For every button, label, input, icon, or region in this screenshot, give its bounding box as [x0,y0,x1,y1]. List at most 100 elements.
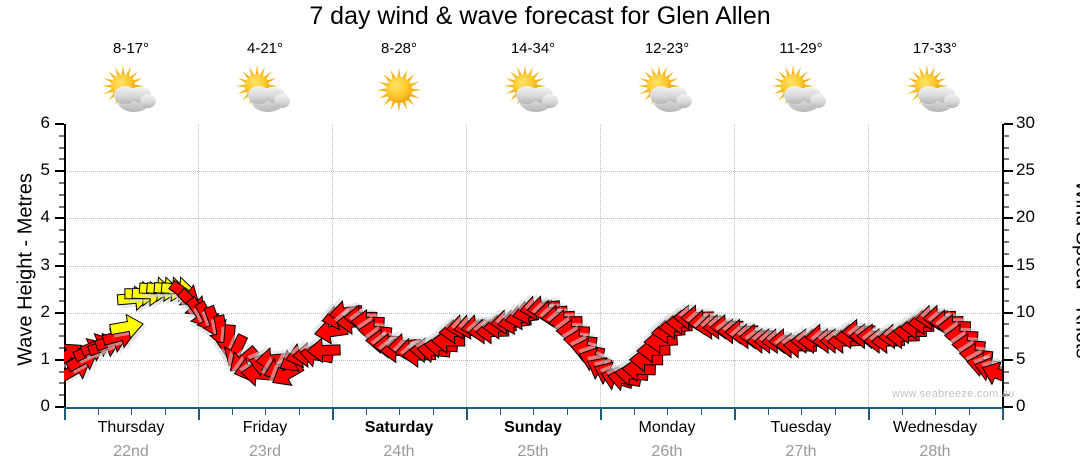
axis-tick [1004,406,1013,408]
axis-tick [55,217,64,220]
temperature-range-label: 17-33° [912,40,958,57]
axis-tick [59,205,64,208]
x-axis-tick [767,408,769,415]
temperature-range-label: 11-29° [779,40,823,57]
axis-tick [59,240,64,243]
axis-tick [59,146,64,149]
sun-behind-cloud-icon [734,64,868,116]
axis-tick [59,335,64,338]
day-date-label: 26th [651,443,683,460]
day-name-label: Friday [242,419,288,436]
temperature-range-label: 4-21° [246,40,284,57]
axis-tick [1004,181,1009,184]
axis-tick [55,264,64,267]
page-title: 7 day wind & wave forecast for Glen Alle… [309,2,771,30]
x-axis-tick [868,408,870,420]
axis-tick [1004,358,1013,361]
x-axis-tick [131,408,132,415]
axis-tick [1004,123,1013,125]
right-axis-tick-label: 30 [1016,113,1035,132]
axis-tick [1004,382,1009,385]
wind-arrow [981,357,1002,386]
sun-behind-cloud-icon [198,64,332,116]
x-axis-tick [64,408,66,420]
temperature-range-label: 8-28° [380,40,418,57]
wind-arrow [304,335,341,364]
axis-tick [1004,170,1013,173]
right-axis-tick-label: 15 [1016,254,1035,274]
axis-tick [1004,193,1009,196]
axis-tick [1004,347,1009,350]
x-axis-tick [700,408,702,415]
axis-tick [59,382,64,385]
day-date-label: 25th [517,443,549,460]
h-gridline [64,218,1002,220]
axis-tick [1004,240,1009,243]
watermark: www.seabreeze.com.au [892,388,1015,400]
sun-behind-cloud-icon [64,64,198,116]
axis-tick [1004,158,1009,161]
left-axis-tick-label: 1 [40,348,50,368]
day-date-label: 27th [785,443,817,460]
axis-tick [1004,276,1009,279]
right-axis-tick-label: 10 [1016,301,1035,321]
axis-tick [59,288,64,291]
x-axis-tick [600,408,602,420]
x-axis-tick [633,408,635,415]
day-divider-gridline [332,124,333,407]
axis-tick [59,158,64,161]
x-axis-tick [834,408,836,415]
x-axis-tick [432,408,434,415]
x-axis-tick [499,408,501,415]
day-column-friday: 4-21° [198,40,332,116]
axis-tick [55,311,64,314]
x-axis-tick [198,408,200,420]
right-axis-tick-label: 25 [1016,160,1035,180]
day-name-label: Monday [638,419,696,436]
left-axis-line [64,124,66,408]
x-axis-tick [935,408,936,415]
day-date-label: 22nd [113,443,149,460]
right-axis-tick-label: 0 [1016,396,1026,415]
x-axis-tick [265,408,266,415]
day-date-label: 28th [919,443,951,460]
axis-tick [1004,264,1013,267]
axis-tick [1004,229,1009,232]
h-gridline [64,171,1002,173]
axis-tick [1004,323,1009,326]
axis-tick [1004,311,1013,314]
day-column-saturday: 8-28° [332,40,466,116]
x-axis-tick [231,408,233,415]
x-axis-tick [97,408,99,415]
axis-tick [59,394,64,397]
axis-tick [59,229,64,232]
right-axis-tick-label: 5 [1016,348,1026,368]
x-axis-tick [968,408,970,415]
day-date-label: 23rd [248,443,282,460]
right-axis-line [1002,124,1004,408]
x-axis-tick [399,408,400,415]
temperature-range-label: 14-34° [510,40,556,57]
day-column-wednesday: 17-33° [868,40,1002,116]
temperature-range-label: 8-17° [112,40,150,57]
axis-tick [1004,288,1009,291]
axis-tick [55,123,64,125]
axis-tick [59,276,64,279]
axis-tick [1004,134,1009,137]
axis-tick [1004,394,1009,397]
axis-tick [1004,217,1013,220]
x-axis-tick [164,408,166,415]
left-axis-tick-label: 5 [40,160,50,180]
day-divider-gridline [868,124,869,407]
day-column-tuesday: 11-29° [734,40,868,116]
axis-tick [1004,370,1009,373]
h-gridline [64,265,1002,267]
right-axis-title: Wind Speed - Knots [1071,180,1080,359]
axis-tick [1004,335,1009,338]
axis-tick [59,299,64,302]
day-divider-gridline [198,124,199,407]
day-column-thursday: 8-17° [64,40,198,116]
axis-tick [55,170,64,173]
day-name-label: Sunday [504,419,562,436]
